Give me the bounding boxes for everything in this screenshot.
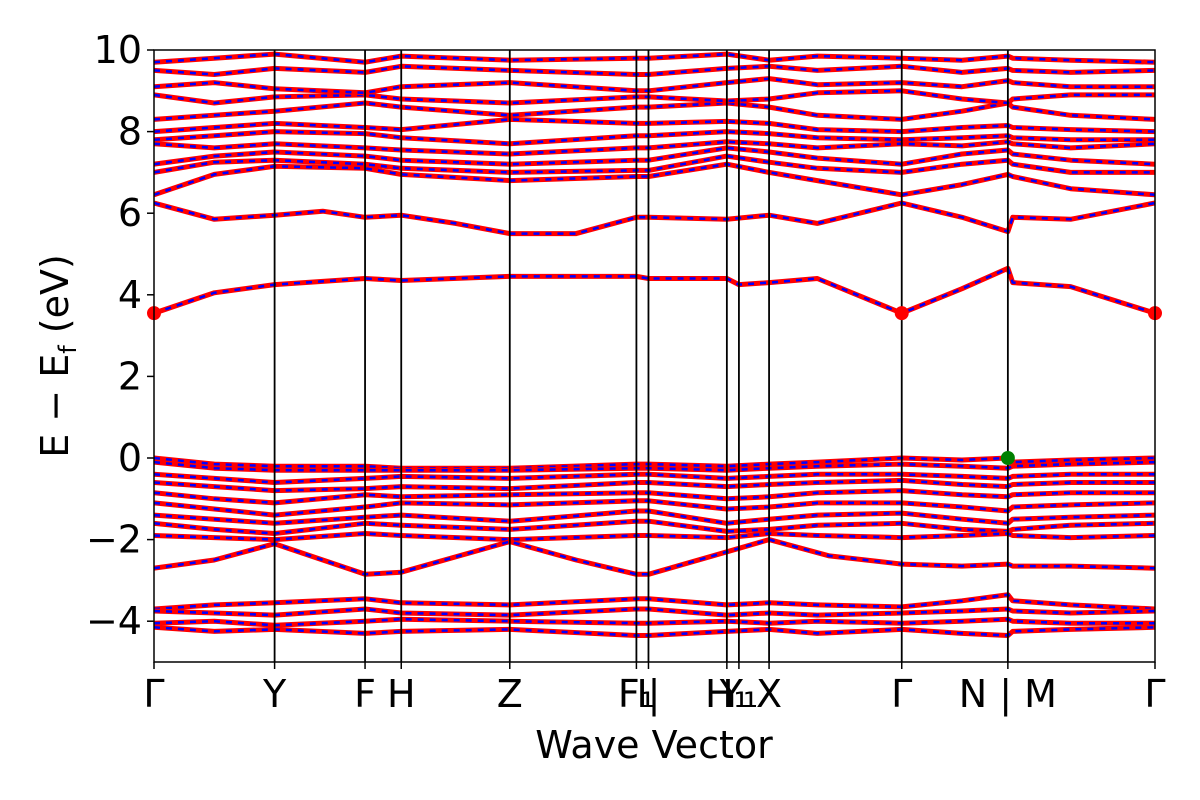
vbm-marker: [1000, 451, 1015, 465]
y-axis-title: E − Ef (eV): [33, 254, 82, 458]
band-line-spin-down: [154, 593, 1155, 611]
y-tick-label: 2: [118, 354, 142, 398]
y-axis-title-main: E − E: [33, 354, 77, 458]
y-tick-label: 10: [94, 28, 142, 72]
y-tick-label: 0: [118, 436, 142, 480]
band-line-spin-down: [154, 499, 1155, 517]
band-edge-markers: [147, 306, 1162, 465]
y-tick-label: −2: [86, 518, 142, 562]
band-line-spin-up: [154, 265, 1155, 316]
band-line-spin-down: [154, 626, 1155, 637]
band-line-spin-down: [154, 479, 1155, 492]
y-axis-title-unit: (eV): [33, 254, 77, 345]
x-tick-label: H: [387, 672, 416, 716]
band-line-spin-down: [154, 65, 1155, 76]
band-line-spin-down: [154, 473, 1155, 484]
kpath-lines: [273, 50, 1009, 662]
band-line-spin-up: [154, 537, 1155, 577]
x-tick-label: Γ: [891, 672, 912, 716]
band-line-spin-down: [154, 130, 1155, 146]
band-line-spin-down: [154, 509, 1155, 525]
band-line-spin-down: [154, 52, 1155, 64]
band-line-spin-up: [154, 616, 1155, 628]
x-tick-label: N | M: [959, 672, 1057, 717]
band-line-spin-down: [154, 617, 1155, 627]
x-tick-label: I|: [636, 672, 660, 717]
x-tick-label: Γ: [1144, 672, 1165, 716]
y-axis-title-sub: f: [54, 345, 82, 354]
y-tick-label: 6: [118, 191, 142, 235]
band-line-spin-down: [154, 538, 1155, 576]
band-line-spin-down: [154, 140, 1155, 156]
band-line-spin-down: [154, 201, 1155, 235]
band-line-spin-down: [154, 154, 1155, 174]
band-line-spin-down: [154, 532, 1155, 541]
band-line-spin-up: [154, 531, 1155, 543]
band-line-spin-down: [154, 489, 1155, 505]
band-line-spin-down: [154, 607, 1155, 617]
band-line-spin-up: [154, 624, 1155, 638]
x-tick-label: X: [756, 672, 782, 716]
x-axis-title: Wave Vector: [535, 723, 773, 767]
band-line-spin-down: [154, 460, 1155, 472]
band-line-spin-up: [154, 606, 1155, 618]
band-line-spin-down: [154, 118, 1155, 133]
band-line-spin-down: [154, 519, 1155, 535]
x-tick-label: Γ: [143, 672, 164, 716]
x-tick-label: Y₁: [719, 672, 758, 716]
y-tick-label: 8: [118, 110, 142, 154]
band-line-spin-down: [154, 266, 1155, 315]
y-tick-label: −4: [86, 599, 142, 643]
band-line-spin-down: [154, 146, 1155, 166]
band-line-spin-down: [154, 89, 1155, 105]
band-line-spin-down: [154, 77, 1155, 95]
y-tick-label: 4: [118, 273, 142, 317]
x-tick-label: Z: [497, 672, 523, 716]
x-tick-label: H₁: [705, 672, 749, 716]
y-axis: −4 −2 0 2 4 6 8 10: [86, 28, 154, 643]
plot-frame: [153, 49, 1156, 663]
band-line-spin-down: [154, 101, 1155, 121]
x-tick-label: F₁: [618, 672, 655, 716]
x-tick-label: F: [354, 672, 376, 716]
bands-layer: [154, 51, 1155, 638]
x-tick-label: Y: [262, 672, 287, 716]
cbm-marker: [894, 306, 909, 321]
band-line-spin-up: [154, 100, 1155, 122]
